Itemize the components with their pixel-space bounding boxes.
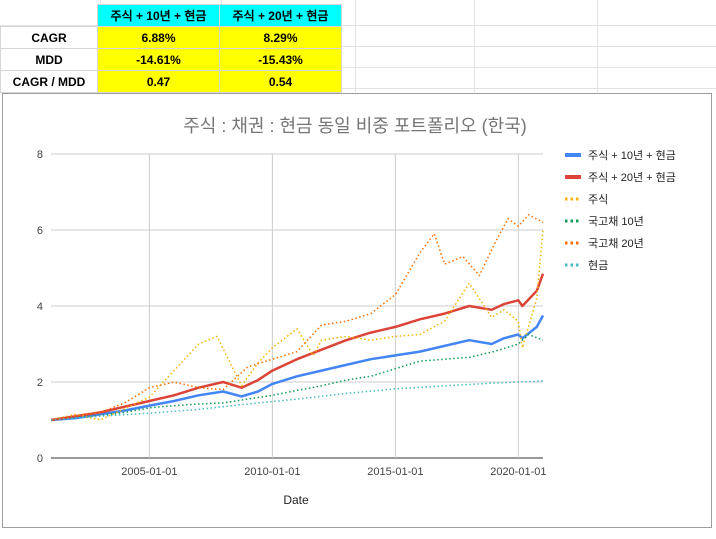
value-cell[interactable]: -15.43% xyxy=(219,48,342,71)
row-label-cell[interactable]: CAGR / MDD xyxy=(0,70,98,93)
legend-label[interactable]: 주식 + 10년 + 현금 xyxy=(588,149,676,162)
legend-label[interactable]: 국고채 10년 xyxy=(588,215,644,228)
chart-title: 주식 : 채권 : 현금 동일 비중 포트폴리오 (한국) xyxy=(183,116,527,136)
x-tick-label: 2015-01-01 xyxy=(367,466,423,478)
chart-container[interactable]: 0 2 4 6 8 2005-01-01 2010-01-01 2015-01-01 2020-… xyxy=(2,93,712,528)
metrics-row: MDD -14.61% -15.43% xyxy=(0,48,342,71)
series-line[interactable] xyxy=(50,314,545,422)
x-axis-label: Date xyxy=(283,493,309,507)
chart-axes: 0 2 4 6 8 2005-01-01 2010-01-01 2015-01-01 2020-… xyxy=(37,149,547,478)
series-line[interactable] xyxy=(50,214,544,421)
legend-label[interactable]: 주식 + 20년 + 현금 xyxy=(588,171,676,184)
x-tick-label: 2005-01-01 xyxy=(121,466,177,478)
y-tick-label: 0 xyxy=(37,453,43,465)
col-header-cell[interactable]: 주식 + 10년 + 현금 xyxy=(97,4,220,27)
row-label-cell[interactable]: MDD xyxy=(0,48,98,71)
series-line[interactable] xyxy=(50,229,544,421)
grid-row-line xyxy=(0,67,716,68)
y-tick-label: 6 xyxy=(37,225,43,237)
grid-row-line xyxy=(0,88,716,89)
y-tick-label: 8 xyxy=(37,149,43,161)
series-line[interactable] xyxy=(50,380,544,421)
legend-label[interactable]: 주식 xyxy=(588,193,608,206)
legend-label[interactable]: 국고채 20년 xyxy=(588,237,644,250)
y-tick-label: 4 xyxy=(37,301,43,313)
row-label-cell[interactable]: CAGR xyxy=(0,26,98,49)
series-line[interactable] xyxy=(50,333,544,421)
metrics-row: CAGR 6.88% 8.29% xyxy=(0,26,342,49)
corner-cell[interactable] xyxy=(1,5,98,27)
chart-series xyxy=(50,214,545,422)
col-header-cell[interactable]: 주식 + 20년 + 현금 xyxy=(219,4,342,27)
metrics-row: CAGR / MDD 0.47 0.54 xyxy=(0,70,342,93)
x-tick-label: 2020-01-01 xyxy=(490,466,546,478)
y-tick-label: 2 xyxy=(37,377,43,389)
line-chart: 0 2 4 6 8 2005-01-01 2010-01-01 2015-01-01 2020-… xyxy=(37,116,676,507)
metrics-table: 주식 + 10년 + 현금 주식 + 20년 + 현금 CAGR 6.88% 8… xyxy=(0,4,342,93)
grid-row-line xyxy=(0,46,716,47)
legend-label[interactable]: 현금 xyxy=(588,259,608,272)
value-cell[interactable]: 0.47 xyxy=(97,70,220,93)
x-tick-label: 2010-01-01 xyxy=(244,466,300,478)
series-line[interactable] xyxy=(50,273,545,422)
value-cell[interactable]: -14.61% xyxy=(97,48,220,71)
chart-gridlines xyxy=(51,153,543,459)
value-cell[interactable]: 0.54 xyxy=(219,70,342,93)
metrics-header-row: 주식 + 10년 + 현금 주식 + 20년 + 현금 xyxy=(1,4,342,27)
grid-row-line xyxy=(0,25,716,26)
value-cell[interactable]: 8.29% xyxy=(219,26,342,49)
value-cell[interactable]: 6.88% xyxy=(97,26,220,49)
